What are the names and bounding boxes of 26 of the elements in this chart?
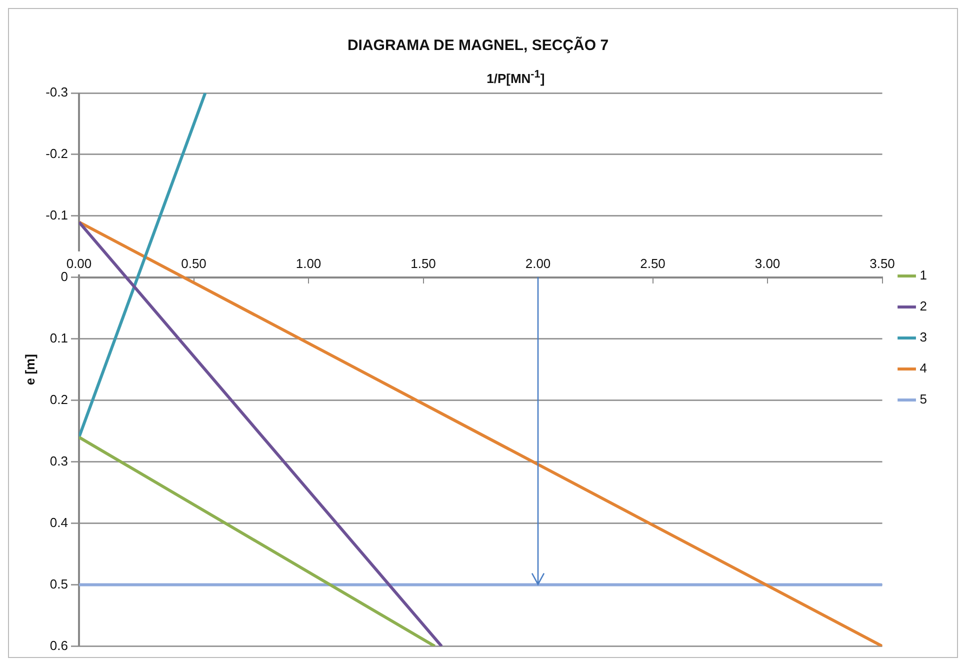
x-tick-label: 1.50 xyxy=(410,256,436,271)
legend-label: 2 xyxy=(920,298,928,314)
y-tick-label: -0.1 xyxy=(46,208,68,223)
x-tick-label: 1.00 xyxy=(296,256,322,271)
x-tick-label: 2.50 xyxy=(640,256,666,271)
x-tick-label: 2.00 xyxy=(525,256,551,271)
y-tick-label: -0.3 xyxy=(46,84,68,100)
chart-title: DIAGRAMA DE MAGNEL, SECÇÃO 7 xyxy=(347,36,609,54)
y-tick-label: 0.5 xyxy=(50,576,68,592)
y-tick-label: 0.1 xyxy=(50,330,68,346)
y-tick-label: 0.4 xyxy=(50,514,68,530)
y-tick-label: 0 xyxy=(60,268,68,284)
y-tick-label: 0.2 xyxy=(50,392,68,407)
y-tick-label: 0.6 xyxy=(50,638,68,653)
legend-label: 5 xyxy=(920,392,928,407)
y-tick-label: 0.3 xyxy=(50,453,68,468)
y-axis-title: e [m] xyxy=(22,354,38,386)
y-tick-label: -0.2 xyxy=(46,146,68,162)
x-tick-label: 3.00 xyxy=(754,256,780,271)
legend-label: 4 xyxy=(920,360,928,376)
x-tick-label: 0.00 xyxy=(66,256,92,271)
x-tick-label: 3.50 xyxy=(870,256,895,271)
x-axis-title: 1/P[MN$^{-1}$] xyxy=(486,69,545,86)
x-tick-label: 0.50 xyxy=(181,256,206,271)
legend-label: 1 xyxy=(920,268,928,283)
legend-label: 3 xyxy=(920,330,928,345)
